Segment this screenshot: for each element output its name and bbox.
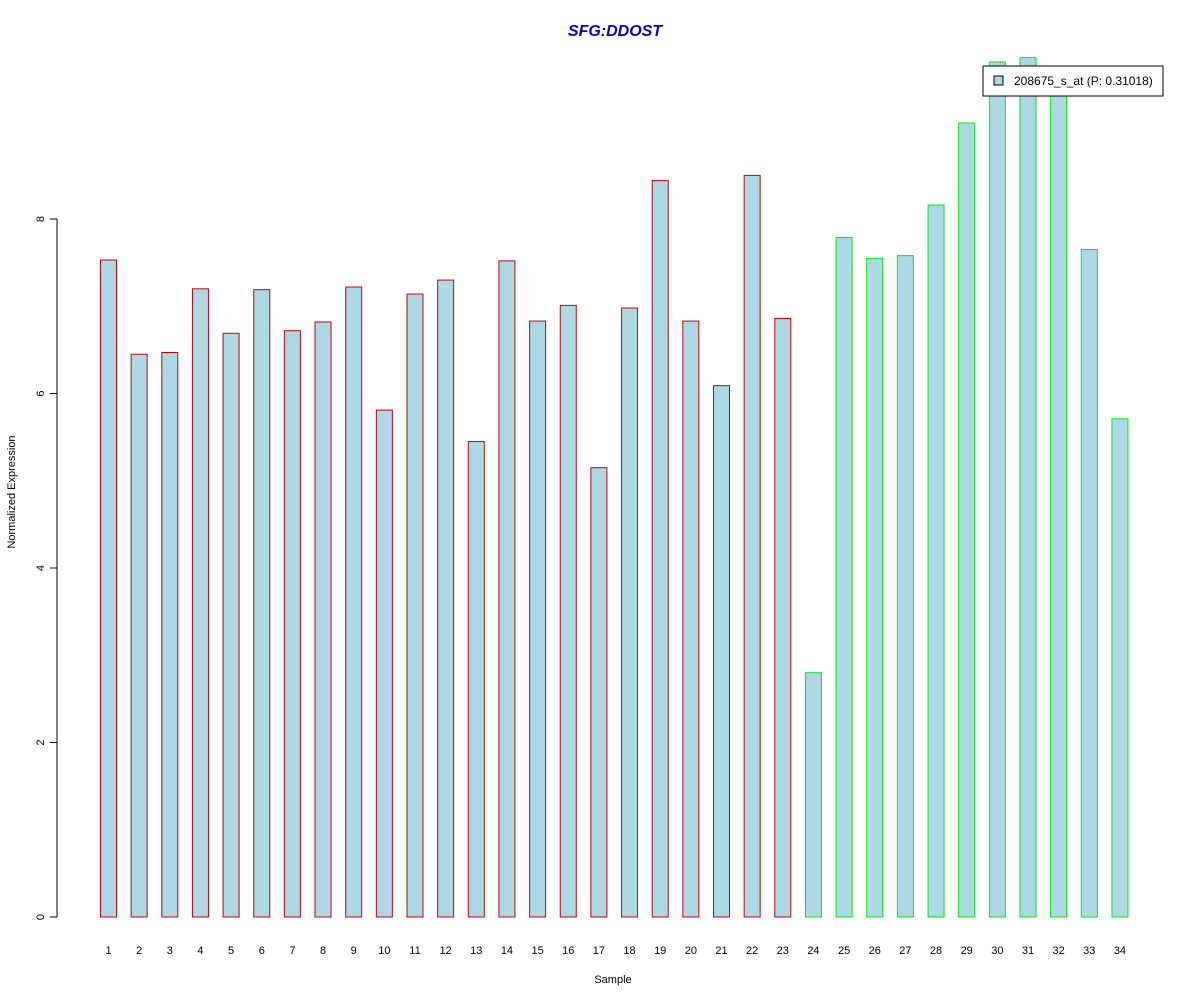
- bar-sample-34: [1111, 418, 1129, 918]
- bar-sample-9: [345, 286, 363, 918]
- x-tick-label: 28: [930, 945, 942, 957]
- x-tick-label: 31: [1022, 945, 1034, 957]
- bar-sample-7: [283, 330, 301, 918]
- bar-sample-11: [406, 293, 424, 918]
- bar-sample-3: [161, 351, 179, 918]
- bar-sample-28: [927, 204, 945, 918]
- bar-sample-10: [375, 409, 393, 918]
- x-tick-label: 25: [838, 945, 850, 957]
- x-tick-label: 19: [654, 945, 666, 957]
- bar-sample-20: [682, 320, 700, 918]
- x-tick-label: 7: [289, 945, 295, 957]
- x-tick-label: 26: [869, 945, 881, 957]
- bar-sample-16: [559, 304, 577, 918]
- x-tick-label: 13: [470, 945, 482, 957]
- bar-sample-24: [804, 672, 822, 918]
- x-tick-label: 34: [1114, 945, 1126, 957]
- x-tick-label: 24: [807, 945, 819, 957]
- y-axis-label: Normalized Expression: [6, 435, 18, 548]
- x-tick-label: 10: [378, 945, 390, 957]
- x-tick-label: 16: [562, 945, 574, 957]
- x-tick-label: 9: [351, 945, 357, 957]
- bar-sample-12: [437, 279, 455, 918]
- bar-sample-14: [498, 260, 516, 918]
- bar-sample-33: [1080, 249, 1098, 918]
- x-tick-label: 18: [623, 945, 635, 957]
- y-axis: 0 2 4 6 8: [35, 216, 58, 920]
- bars: [100, 57, 1129, 918]
- bar-sample-19: [651, 180, 669, 918]
- bar-sample-13: [467, 440, 485, 918]
- y-tick-label: 8: [35, 216, 47, 222]
- x-tick-label: 3: [167, 945, 173, 957]
- bar-sample-2: [130, 353, 148, 918]
- x-tick-label: 14: [501, 945, 513, 957]
- bar-sample-30: [988, 61, 1006, 918]
- x-tick-labels: 1 2 3 4 5 6 7 8 9 10 11 12 13 14 15 16 17 18 19 20 21 22 23 24 2…: [105, 945, 1126, 957]
- x-tick-label: 20: [685, 945, 697, 957]
- y-tick-label: 6: [35, 390, 47, 396]
- bar-sample-17: [590, 467, 608, 918]
- bar-sample-18: [621, 307, 639, 918]
- bar-sample-29: [958, 122, 976, 918]
- x-tick-label: 27: [899, 945, 911, 957]
- x-tick-label: 15: [531, 945, 543, 957]
- x-tick-label: 29: [961, 945, 973, 957]
- chart-title: SFG:DDOST: [568, 23, 663, 40]
- x-tick-label: 22: [746, 945, 758, 957]
- bar-sample-32: [1050, 78, 1068, 918]
- bar-sample-23: [774, 317, 792, 918]
- x-tick-label: 23: [777, 945, 789, 957]
- x-tick-label: 21: [715, 945, 727, 957]
- x-tick-label: 2: [136, 945, 142, 957]
- bar-sample-26: [866, 257, 884, 918]
- x-tick-label: 17: [593, 945, 605, 957]
- y-tick-label: 0: [35, 914, 47, 920]
- x-tick-label: 30: [991, 945, 1003, 957]
- bar-sample-8: [314, 321, 332, 918]
- x-tick-label: 32: [1053, 945, 1065, 957]
- y-tick-label: 2: [35, 739, 47, 745]
- bar-sample-22: [743, 174, 761, 918]
- x-tick-label: 4: [197, 945, 203, 957]
- legend-swatch: [993, 75, 1004, 86]
- x-tick-label: 5: [228, 945, 234, 957]
- x-tick-label: 12: [440, 945, 452, 957]
- y-tick-label: 4: [35, 565, 47, 571]
- x-tick-label: 1: [105, 945, 111, 957]
- x-tick-label: 33: [1083, 945, 1095, 957]
- bar-sample-21: [713, 385, 730, 918]
- bar-sample-31: [1019, 57, 1037, 918]
- legend: 208675_s_at (P: 0.31018): [982, 65, 1164, 97]
- bar-sample-6: [253, 289, 271, 918]
- bar-sample-4: [191, 288, 209, 918]
- legend-label: 208675_s_at (P: 0.31018): [1014, 74, 1153, 88]
- bar-sample-1: [100, 259, 117, 918]
- x-tick-label: 6: [259, 945, 265, 957]
- bar-sample-25: [835, 236, 853, 918]
- bar-sample-5: [222, 332, 240, 918]
- bar-sample-15: [529, 320, 547, 918]
- legend-box: [982, 65, 1164, 97]
- x-tick-label: 8: [320, 945, 326, 957]
- x-tick-label: 11: [409, 945, 420, 957]
- bar-sample-27: [896, 255, 914, 918]
- x-axis-label: Sample: [594, 974, 631, 986]
